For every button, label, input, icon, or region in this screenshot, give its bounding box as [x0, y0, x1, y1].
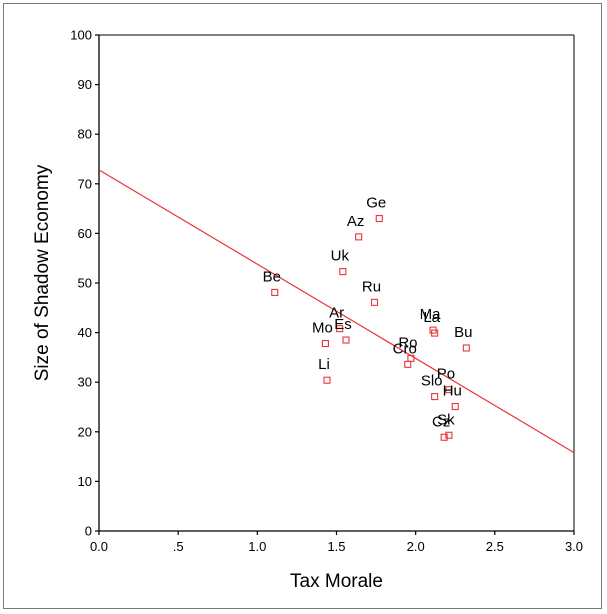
- y-tick-label: 10: [78, 474, 92, 489]
- data-point-label: Ge: [366, 195, 386, 212]
- data-point-label: Es: [334, 316, 352, 333]
- data-point: [431, 329, 439, 337]
- data-point-label: Bu: [454, 324, 472, 341]
- data-point-label: Be: [263, 268, 281, 285]
- y-axis-title: Size of Shadow Economy: [32, 164, 53, 381]
- data-point: [445, 386, 453, 394]
- data-point: [440, 433, 448, 441]
- data-point: [404, 360, 412, 368]
- data-point-label: Hu: [443, 383, 462, 400]
- data-point-label: Uk: [331, 248, 350, 265]
- x-tick-label: 2.0: [407, 539, 425, 554]
- y-tick-label: 80: [78, 127, 92, 142]
- data-point-label: Ma: [420, 306, 441, 323]
- data-point-label: Cz: [432, 413, 450, 430]
- data-point: [431, 393, 439, 401]
- data-point: [370, 298, 379, 306]
- y-tick-label: 40: [78, 325, 92, 340]
- x-tick-label: 3.0: [565, 539, 583, 554]
- data-point-label: Cro: [393, 340, 417, 357]
- data-point: [339, 268, 347, 276]
- data-point: [336, 325, 344, 333]
- data-point-label: Po: [437, 366, 455, 383]
- y-tick-label: 30: [78, 375, 92, 390]
- data-point: [451, 402, 459, 411]
- data-point-label: Li: [318, 356, 330, 373]
- data-point-label: Az: [347, 213, 365, 230]
- y-tick-label: 20: [78, 424, 92, 439]
- y-tick-label: 0: [85, 524, 92, 539]
- y-tick-label: 50: [78, 276, 92, 291]
- data-point-label: Ro: [398, 334, 417, 351]
- scatter-chart: 0.0 .5 1.0 1.5 2.0 2.5 3.0 0 10 20 30 40 50 60 70 80 90…: [32, 28, 583, 593]
- data-point: [271, 288, 279, 296]
- axes: [98, 34, 575, 532]
- data-point-label: Ru: [362, 278, 381, 295]
- data-point: [375, 214, 383, 223]
- data-point: [321, 339, 329, 348]
- y-tick-label: 70: [78, 176, 92, 191]
- x-axis-title: Tax Morale: [290, 571, 383, 592]
- y-tick-label: 60: [78, 226, 92, 241]
- data-point-label: Ar: [329, 305, 344, 322]
- x-tick-label: 1.5: [327, 539, 345, 554]
- data-point-label: Sk: [437, 411, 455, 428]
- data-point: [342, 336, 350, 344]
- data-point: [355, 233, 363, 241]
- chart-frame: 0.0 .5 1.0 1.5 2.0 2.5 3.0 0 10 20 30 40 50 60 70 80 90…: [3, 3, 602, 609]
- data-point-label: Slo: [421, 373, 443, 390]
- data-point: [323, 376, 331, 384]
- y-tick-label: 90: [78, 77, 92, 92]
- data-point-label: La: [423, 309, 440, 326]
- fit-line: [98, 169, 575, 454]
- x-tick-label: 0.0: [90, 539, 108, 554]
- x-tick-label: .5: [173, 539, 184, 554]
- data-point: [445, 431, 453, 439]
- y-tick-label: 100: [70, 28, 92, 43]
- data-point: [462, 344, 470, 352]
- x-tick-label: 1.0: [248, 539, 266, 554]
- x-ticks: 0.0 .5 1.0 1.5 2.0 2.5 3.0: [90, 531, 583, 554]
- x-tick-label: 2.5: [486, 539, 504, 554]
- data-point-label: Mo: [312, 320, 333, 337]
- y-ticks: 0 10 20 30 40 50 60 70 80 90 100: [70, 28, 99, 539]
